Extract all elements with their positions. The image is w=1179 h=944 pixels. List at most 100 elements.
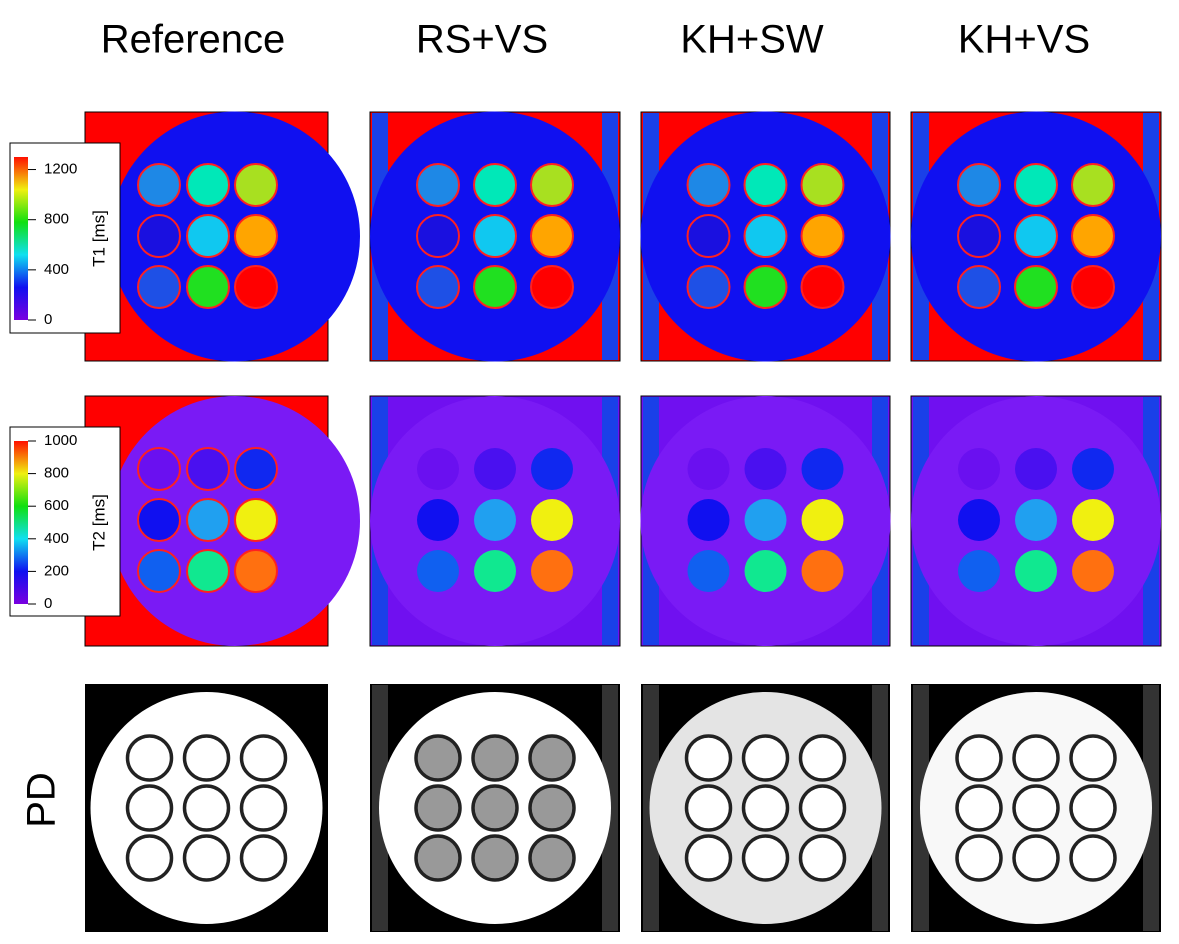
- vial: [414, 734, 462, 782]
- vial: [686, 265, 731, 309]
- vial: [234, 549, 278, 593]
- vial: [137, 447, 181, 491]
- vial: [801, 448, 844, 490]
- vial: [474, 550, 516, 592]
- vial: [687, 499, 730, 541]
- vial: [239, 834, 288, 882]
- vial: [182, 834, 231, 882]
- vial: [471, 734, 519, 782]
- vial: [125, 834, 174, 882]
- vial: [1071, 265, 1115, 309]
- row-label: PD: [20, 772, 64, 828]
- column-title: KH+VS: [958, 18, 1090, 62]
- vial: [528, 784, 576, 832]
- vial: [186, 265, 230, 309]
- colorbar-box: [9, 142, 121, 334]
- vial: [471, 784, 519, 832]
- vial: [125, 734, 174, 782]
- vial: [800, 163, 845, 207]
- vial: [186, 214, 230, 258]
- vial: [1069, 834, 1117, 882]
- vial: [137, 265, 181, 309]
- vial: [417, 499, 459, 541]
- colorbar-tick-label: 1000: [44, 432, 77, 449]
- vial: [531, 550, 573, 592]
- vial: [800, 214, 845, 258]
- vial: [416, 214, 460, 258]
- column-title: KH+SW: [680, 18, 824, 62]
- image-panel: [84, 395, 360, 647]
- vial: [958, 550, 1000, 592]
- vial: [741, 734, 790, 782]
- vial: [417, 448, 459, 490]
- vial: [686, 214, 731, 258]
- vial: [137, 163, 181, 207]
- vial: [1071, 214, 1115, 258]
- vial: [1072, 499, 1114, 541]
- vial: [182, 784, 231, 832]
- vial: [684, 734, 733, 782]
- vial: [530, 265, 574, 309]
- vial: [1015, 550, 1057, 592]
- vial: [234, 447, 278, 491]
- vial: [186, 163, 230, 207]
- vial: [182, 734, 231, 782]
- vial: [955, 784, 1003, 832]
- image-panel: [911, 684, 1161, 932]
- colorbar-title: T2 [ms]: [89, 494, 108, 551]
- vial: [530, 163, 574, 207]
- vial: [741, 784, 790, 832]
- vial: [137, 498, 181, 542]
- vial: [686, 163, 731, 207]
- colorbar-tick-label: 400: [44, 530, 69, 547]
- colorbar-tick-label: 800: [44, 211, 69, 228]
- colorbar-tick-label: 400: [44, 261, 69, 278]
- vial: [1072, 550, 1114, 592]
- vial: [473, 163, 517, 207]
- vial: [801, 550, 844, 592]
- vial: [125, 784, 174, 832]
- vial: [239, 784, 288, 832]
- image-panel: [910, 395, 1162, 647]
- vial: [530, 214, 574, 258]
- vial: [473, 214, 517, 258]
- image-panel: [369, 111, 621, 362]
- vial: [955, 734, 1003, 782]
- colorbar-tick-label: 1200: [44, 161, 77, 178]
- image-panel: [369, 395, 621, 647]
- image-panel: [85, 684, 328, 932]
- vial: [1014, 265, 1058, 309]
- colorbar-tick-label: 800: [44, 465, 69, 482]
- colorbar-tick-label: 0: [44, 595, 52, 612]
- vial: [1012, 834, 1060, 882]
- vial: [798, 784, 847, 832]
- vial: [186, 447, 230, 491]
- image-panel: [370, 684, 620, 932]
- vial: [1015, 499, 1057, 541]
- vial: [1012, 734, 1060, 782]
- colorbar-title: T1 [ms]: [89, 210, 108, 267]
- vial: [743, 265, 788, 309]
- vial: [684, 784, 733, 832]
- vial: [743, 214, 788, 258]
- colorbar-box: [9, 426, 121, 617]
- vial: [234, 498, 278, 542]
- image-panel: [640, 111, 891, 362]
- vial: [528, 734, 576, 782]
- vial: [528, 834, 576, 882]
- column-title: RS+VS: [416, 18, 548, 62]
- vial: [687, 448, 730, 490]
- image-panel: [640, 395, 891, 647]
- vial: [531, 499, 573, 541]
- colorbar-tick-label: 0: [44, 311, 52, 328]
- vial: [958, 499, 1000, 541]
- vial: [798, 834, 847, 882]
- vial: [957, 214, 1001, 258]
- vial: [743, 163, 788, 207]
- vial: [1015, 448, 1057, 490]
- colorbar-tick-label: 600: [44, 497, 69, 514]
- vial: [474, 499, 516, 541]
- vial: [955, 834, 1003, 882]
- vial: [741, 834, 790, 882]
